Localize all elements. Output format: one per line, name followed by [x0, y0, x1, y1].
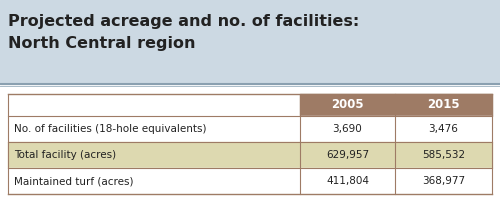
Bar [8, 168, 492, 194]
Bar [395, 94, 492, 116]
Text: 585,532: 585,532 [422, 150, 465, 160]
Bar [0, 0, 500, 84]
Text: 2015: 2015 [427, 99, 460, 112]
Bar [8, 142, 492, 168]
Bar [300, 94, 395, 116]
Bar [8, 116, 492, 142]
Text: North Central region: North Central region [8, 36, 196, 51]
Text: Total facility (acres): Total facility (acres) [14, 150, 116, 160]
Text: 368,977: 368,977 [422, 176, 465, 186]
Text: Maintained turf (acres): Maintained turf (acres) [14, 176, 134, 186]
Text: 3,476: 3,476 [428, 124, 458, 134]
Text: 3,690: 3,690 [332, 124, 362, 134]
Text: 411,804: 411,804 [326, 176, 369, 186]
Text: Projected acreage and no. of facilities:: Projected acreage and no. of facilities: [8, 14, 359, 29]
Text: 629,957: 629,957 [326, 150, 369, 160]
Text: 2005: 2005 [331, 99, 364, 112]
Text: No. of facilities (18-hole equivalents): No. of facilities (18-hole equivalents) [14, 124, 206, 134]
